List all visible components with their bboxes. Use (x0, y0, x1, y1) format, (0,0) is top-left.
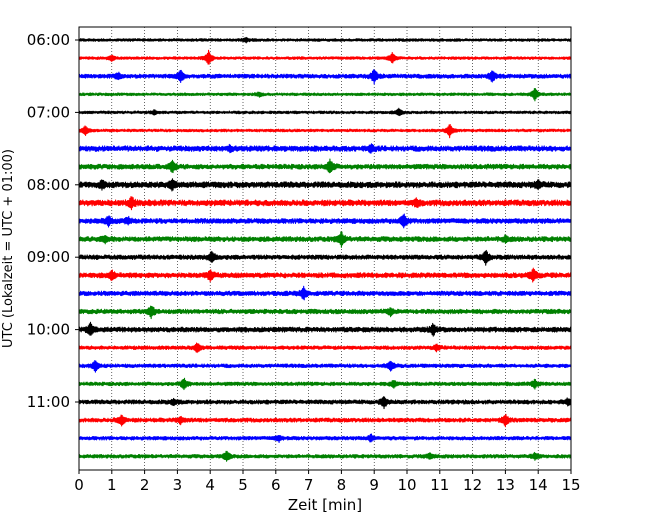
grid-lines (111, 27, 539, 470)
plot-frame (78, 26, 572, 471)
y-tick-label: 06:00 (27, 31, 70, 49)
y-axis-label: UTC (Lokalzeit = UTC + 01:00) (1, 149, 16, 348)
trace-line-0745 (78, 158, 572, 174)
trace-line-0915 (78, 267, 572, 283)
x-tick-label: 11 (430, 476, 449, 494)
trace-line-1015 (78, 342, 572, 354)
y-tick-label: 09:00 (27, 248, 70, 266)
y-tick-label: 10:00 (27, 321, 70, 339)
x-tick-label: 7 (304, 476, 314, 494)
x-tick-label: 6 (271, 476, 281, 494)
x-tick-label: 15 (561, 476, 580, 494)
x-tick-label: 1 (107, 476, 117, 494)
trace-line-1130 (78, 433, 572, 443)
x-tick-label: 10 (397, 476, 416, 494)
x-tick-label: 14 (529, 476, 548, 494)
trace-line-0830 (78, 213, 572, 229)
trace-line-1145 (78, 450, 572, 462)
trace-line-0600 (78, 36, 572, 44)
x-tick-label: 2 (140, 476, 150, 494)
trace-line-0630 (78, 69, 572, 85)
x-tick-label: 4 (205, 476, 215, 494)
x-tick-label: 8 (337, 476, 347, 494)
x-tick-label: 13 (496, 476, 515, 494)
x-tick-label: 5 (238, 476, 248, 494)
trace-line-1030 (78, 359, 572, 373)
trace-line-1115 (78, 413, 572, 428)
trace-line-0800 (78, 178, 572, 192)
trace-line-0730 (78, 143, 572, 154)
trace-line-1045 (78, 377, 572, 391)
trace-line-0715 (78, 124, 572, 139)
traces (78, 36, 572, 462)
x-axis-label: Zeit [min] (288, 496, 362, 514)
y-tick-label: 08:00 (27, 176, 70, 194)
trace-line-0930 (78, 285, 572, 301)
x-tick-label: 0 (74, 476, 84, 494)
trace-line-1100 (78, 396, 572, 410)
trace-line-0700 (78, 107, 572, 117)
trace-line-0815 (78, 196, 572, 211)
trace-line-0615 (78, 49, 572, 65)
trace-line-0845 (78, 231, 572, 248)
y-axis-ticks: 06:00 07:00 08:00 09:00 10:00 11:00 (27, 31, 79, 411)
y-tick-label: 11:00 (27, 393, 70, 411)
trace-line-0945 (78, 305, 572, 320)
x-tick-label: 12 (463, 476, 482, 494)
x-tick-label: 3 (173, 476, 183, 494)
trace-line-0900 (78, 249, 572, 266)
y-tick-label: 07:00 (27, 103, 70, 121)
trace-line-0645 (78, 87, 572, 102)
trace-line-1000 (78, 321, 572, 337)
x-tick-label: 9 (369, 476, 379, 494)
x-axis-ticks: 0 1 2 3 4 5 6 7 8 9 10 11 12 13 14 15 (74, 470, 581, 494)
